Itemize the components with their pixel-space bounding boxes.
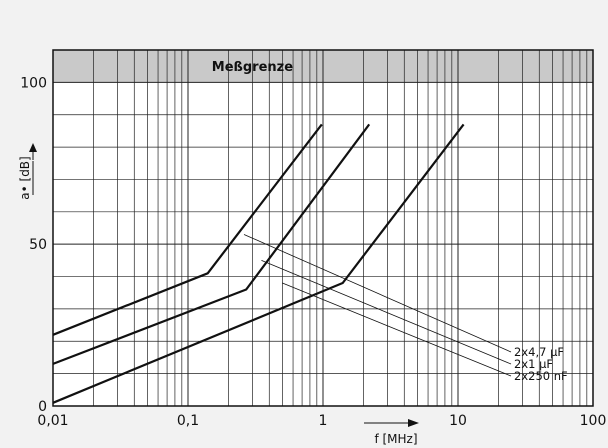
x-tick-label: 10	[449, 413, 467, 429]
annotation-label: 2x4,7 µF	[514, 345, 564, 359]
y-axis-title: a• [dB]	[18, 156, 32, 199]
y-tick-label: 50	[29, 237, 47, 253]
annotation-leader-line	[243, 234, 512, 353]
annotation-leader-line	[282, 282, 512, 377]
y-axis-arrow-icon	[29, 143, 37, 152]
x-tick-label: 0,01	[37, 413, 68, 429]
tick-labels: 0 50 100 0,01 0,1 1 10 100	[20, 75, 606, 429]
series-line	[52, 123, 371, 365]
annotation-label: 2x250 nF	[514, 369, 568, 383]
x-tick-label: 100	[580, 413, 607, 429]
annotation-label: 2x1 µF	[514, 357, 553, 371]
grid	[53, 50, 593, 406]
annotation-leader-line	[261, 259, 512, 365]
y-axis-label: a• [dB]	[18, 156, 32, 199]
x-tick-label: 0,1	[177, 413, 199, 429]
series-layer	[52, 123, 465, 404]
y-tick-label: 0	[38, 399, 47, 415]
x-axis-arrow-icon	[408, 419, 419, 427]
x-tick-label: 1	[319, 413, 328, 429]
x-axis-label: f [MHz]	[374, 432, 417, 446]
series-line	[52, 123, 465, 404]
measurement-limit-label: Meßgrenze	[212, 60, 293, 75]
plot-frame	[52, 49, 594, 407]
y-tick-label: 100	[20, 75, 47, 91]
series-line	[52, 123, 323, 336]
